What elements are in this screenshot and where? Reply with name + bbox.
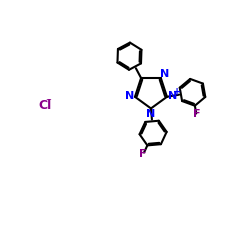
Text: N: N: [125, 91, 134, 101]
Text: F: F: [194, 110, 201, 120]
Text: ⁻: ⁻: [46, 97, 51, 107]
Text: N: N: [146, 109, 155, 119]
Text: Cl: Cl: [38, 99, 52, 112]
Text: F: F: [139, 148, 147, 158]
Text: N: N: [160, 68, 169, 78]
Text: +: +: [173, 87, 181, 97]
Text: N: N: [168, 90, 177, 101]
